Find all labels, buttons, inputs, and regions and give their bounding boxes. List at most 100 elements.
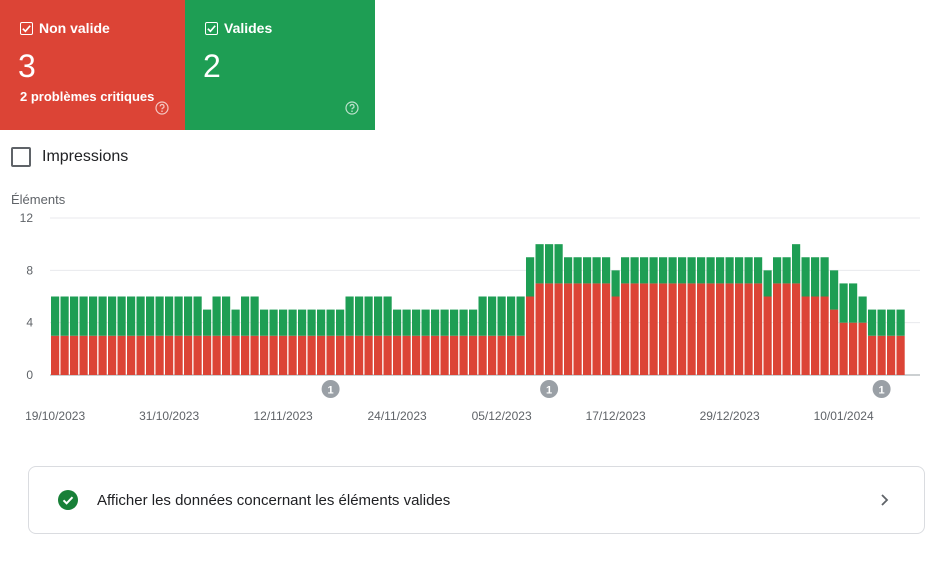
bar-invalid (640, 283, 649, 375)
bar-invalid (773, 283, 782, 375)
bar-invalid (668, 283, 677, 375)
bar-valid (269, 309, 278, 336)
bar-valid (640, 257, 649, 284)
bar-valid (288, 309, 297, 336)
bar-invalid (706, 283, 715, 375)
bar-valid (573, 257, 582, 284)
bar-valid (659, 257, 668, 284)
bar-invalid (868, 335, 877, 375)
bar-valid (241, 296, 250, 336)
bar-valid (412, 309, 421, 336)
bar-invalid (554, 283, 563, 375)
bar-valid (545, 244, 554, 284)
bar-invalid (146, 335, 155, 375)
bar-invalid (345, 335, 354, 375)
checkbox-unchecked-icon[interactable] (11, 147, 31, 167)
invalid-card-header: Non valide (20, 20, 110, 36)
bar-invalid (754, 283, 763, 375)
bar-valid (763, 270, 772, 297)
bar-invalid (450, 335, 459, 375)
bar-invalid (364, 335, 373, 375)
valid-count: 2 (203, 48, 221, 84)
bar-valid (421, 309, 430, 336)
bar-invalid (735, 283, 744, 375)
view-valid-items-row[interactable]: Afficher les données concernant les élém… (28, 466, 925, 534)
bar-invalid (402, 335, 411, 375)
bar-valid (668, 257, 677, 284)
view-valid-items-text: Afficher les données concernant les élém… (97, 491, 451, 509)
bar-invalid (89, 335, 98, 375)
bar-valid (459, 309, 468, 336)
bar-invalid (279, 335, 288, 375)
bar-invalid (250, 335, 259, 375)
bar-valid (364, 296, 373, 336)
bar-invalid (307, 335, 316, 375)
bar-invalid (630, 283, 639, 375)
y-tick-label: 0 (26, 368, 33, 382)
bar-valid (165, 296, 174, 336)
bar-invalid (849, 322, 858, 375)
chart-y-axis-label: Éléments (11, 192, 66, 207)
bar-valid (374, 296, 383, 336)
help-icon[interactable] (345, 101, 359, 115)
bar-invalid (165, 335, 174, 375)
bar-valid (706, 257, 715, 284)
bar-valid (554, 244, 563, 284)
bar-invalid (431, 335, 440, 375)
bar-invalid (298, 335, 307, 375)
valid-card[interactable]: Valides 2 (185, 0, 375, 130)
checkbox-checked-icon[interactable] (205, 21, 218, 35)
bar-invalid (649, 283, 658, 375)
bar-invalid (716, 283, 725, 375)
bar-valid (896, 309, 905, 336)
bar-valid (516, 296, 525, 336)
x-tick-label: 12/11/2023 (254, 409, 313, 423)
bar-valid (744, 257, 753, 284)
bar-valid (336, 309, 345, 336)
bar-valid (792, 244, 801, 284)
checkbox-checked-icon[interactable] (20, 21, 33, 35)
bar-invalid (725, 283, 734, 375)
chevron-right-icon (881, 494, 889, 506)
bar-valid (526, 257, 535, 297)
bar-invalid (70, 335, 79, 375)
bar-valid (193, 296, 202, 336)
bar-invalid (317, 335, 326, 375)
bar-invalid (887, 335, 896, 375)
bar-valid (649, 257, 658, 284)
bar-invalid (839, 322, 848, 375)
bar-invalid (98, 335, 107, 375)
annotation-marker (872, 380, 891, 398)
bar-invalid (763, 296, 772, 375)
bar-invalid (231, 335, 240, 375)
bar-invalid (421, 335, 430, 375)
bar-valid (469, 309, 478, 336)
bar-valid (839, 283, 848, 323)
bar-invalid (877, 335, 886, 375)
bar-invalid (535, 283, 544, 375)
bar-invalid (564, 283, 573, 375)
bar-invalid (602, 283, 611, 375)
bar-valid (687, 257, 696, 284)
bar-invalid (478, 335, 487, 375)
valid-card-header: Valides (205, 20, 272, 36)
bar-valid (716, 257, 725, 284)
check-circle-icon (58, 490, 78, 510)
bar-valid (535, 244, 544, 284)
impressions-toggle[interactable]: Impressions (11, 147, 128, 167)
bar-valid (212, 296, 221, 336)
bar-invalid (526, 296, 535, 375)
invalid-card[interactable]: Non valide 3 2 problèmes critiques (0, 0, 185, 130)
bar-valid (621, 257, 630, 284)
bar-valid (592, 257, 601, 284)
bar-invalid (820, 296, 829, 375)
bar-invalid (488, 335, 497, 375)
bar-valid (279, 309, 288, 336)
bar-valid (98, 296, 107, 336)
help-icon[interactable] (155, 101, 169, 115)
bar-valid (735, 257, 744, 284)
bar-valid (393, 309, 402, 336)
bar-valid (820, 257, 829, 297)
bar-invalid (288, 335, 297, 375)
annotation-label: 1 (879, 385, 885, 397)
